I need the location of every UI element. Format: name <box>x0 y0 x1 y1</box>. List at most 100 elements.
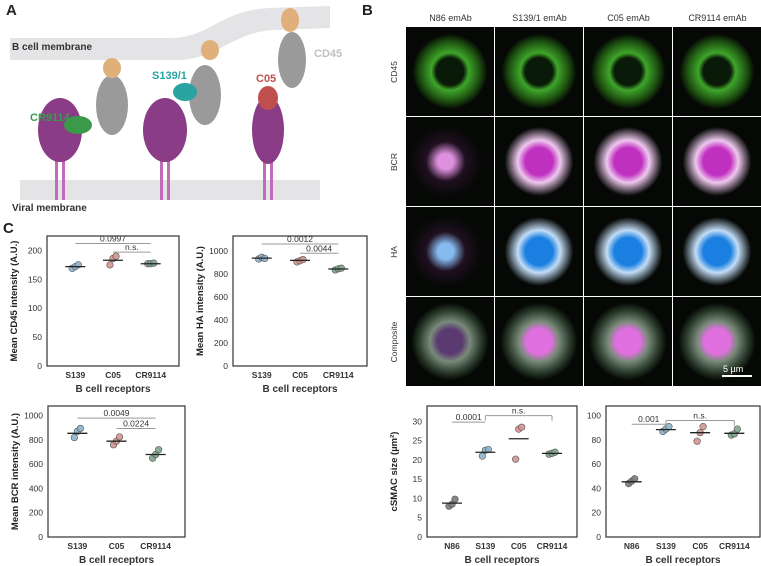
micrograph <box>673 117 761 206</box>
x-tick-label: CR9114 <box>135 370 166 380</box>
b-cell-membrane-band <box>10 6 330 60</box>
ha-heads <box>38 96 284 164</box>
micrograph <box>584 117 672 206</box>
y-tick-label: 400 <box>214 315 228 325</box>
row-header: Composite <box>389 321 399 363</box>
y-tick-label: 20 <box>413 455 423 465</box>
c05-fab <box>258 86 278 110</box>
plot-frame <box>47 405 186 538</box>
viral-membrane-label: Viral membrane <box>12 203 87 214</box>
scale-bar <box>722 375 752 377</box>
micrograph <box>495 27 583 116</box>
bcr-grey <box>96 32 306 135</box>
x-tick-label: CR9114 <box>140 541 171 551</box>
plot-frame <box>46 235 180 367</box>
y-tick-label: 0 <box>37 361 42 371</box>
x-tick-label: CR9114 <box>537 541 568 551</box>
micrograph <box>495 297 583 386</box>
x-tick-label: CR9114 <box>323 370 354 380</box>
data-point <box>551 448 559 456</box>
y-axis-label: Mean CD45 intensity (A.U.) <box>9 241 20 362</box>
data-point <box>512 455 520 463</box>
ha-stalks <box>55 160 273 200</box>
column-header: C05 emAb <box>607 13 650 23</box>
p-value-label: 0.0997 <box>100 234 126 244</box>
data-point <box>70 433 78 442</box>
p-value-label: n.s. <box>693 411 707 421</box>
data-point <box>299 255 307 264</box>
y-tick-label: 800 <box>29 435 43 445</box>
y-tick-label: 200 <box>214 338 228 348</box>
y-tick-label: 200 <box>29 508 43 518</box>
s139-fab <box>173 83 197 101</box>
micrograph <box>495 117 583 206</box>
p-value-label: 0.0001 <box>456 412 482 422</box>
micrograph <box>406 297 494 386</box>
scale-bar-label: 5 µm <box>723 364 744 374</box>
data-point <box>665 423 673 431</box>
cd45-label: CD45 <box>314 48 343 60</box>
x-tick-label: S139 <box>252 370 272 380</box>
scatter-chart: 0 200 400 600 800 1000 S139 C05 CR9114 0.00120.00… <box>195 234 368 395</box>
x-tick-label: S139 <box>475 541 495 551</box>
data-point <box>518 423 526 431</box>
data-point <box>631 475 639 483</box>
micrograph <box>406 27 494 116</box>
y-tick-label: 600 <box>29 459 43 469</box>
x-axis-label: B cell receptors <box>262 384 337 395</box>
data-point <box>76 424 84 433</box>
b-cell-membrane-label: B cell membrane <box>12 42 93 53</box>
y-tick-label: 50 <box>33 332 43 342</box>
column-header: S139/1 emAb <box>512 13 567 23</box>
x-axis-label: B cell receptors <box>464 555 539 566</box>
p-value-label: 0.0224 <box>123 418 149 428</box>
y-tick-label: 30 <box>413 416 423 426</box>
row-header: CD45 <box>389 61 399 83</box>
x-tick-label: CR9114 <box>719 541 750 551</box>
y-tick-label: 5 <box>417 513 422 523</box>
column-header: CR9114 emAb <box>688 13 747 23</box>
row-header: BCR <box>389 153 399 171</box>
y-tick-label: 200 <box>28 245 42 255</box>
data-point <box>106 261 114 269</box>
x-axis-label: B cell receptors <box>645 555 720 566</box>
panel-b-label: B <box>362 2 373 19</box>
x-tick-label: S139 <box>65 370 85 380</box>
micrograph <box>584 27 672 116</box>
y-tick-label: 15 <box>413 474 423 484</box>
y-axis-label: Mean HA intensity (A.U.) <box>195 246 206 356</box>
bcr-tips <box>103 8 299 78</box>
row-header: HA <box>389 246 399 258</box>
x-axis-label: B cell receptors <box>79 555 154 566</box>
micrograph <box>673 27 761 116</box>
c05-label: C05 <box>256 73 277 85</box>
micrograph <box>673 297 761 386</box>
micrograph <box>584 297 672 386</box>
y-tick-label: 600 <box>214 292 228 302</box>
y-tick-label: 800 <box>214 269 228 279</box>
panel-c-label: C <box>3 220 14 237</box>
micrograph <box>673 207 761 296</box>
y-tick-label: 1000 <box>24 411 43 421</box>
x-tick-label: C05 <box>292 370 308 380</box>
data-point <box>693 437 701 445</box>
data-point <box>337 264 345 272</box>
x-tick-label: C05 <box>109 541 125 551</box>
y-tick-label: 60 <box>592 459 602 469</box>
y-axis-label: cSMAC size (µm²) <box>389 432 400 512</box>
x-axis-label: B cell receptors <box>75 384 150 395</box>
cr9114-fab <box>64 116 92 134</box>
data-point <box>733 425 741 433</box>
column-header: N86 emAb <box>429 13 472 23</box>
scatter-chart: 0 200 400 600 800 1000 S139 C05 CR9114 0.00490.02… <box>10 405 186 566</box>
x-tick-label: C05 <box>105 370 121 380</box>
y-tick-label: 20 <box>592 508 602 518</box>
y-tick-label: 1000 <box>209 246 228 256</box>
x-tick-label: S139 <box>656 541 676 551</box>
x-tick-label: N86 <box>624 541 640 551</box>
cr9114-label: CR9114 <box>30 112 70 124</box>
plot-frame <box>232 235 368 367</box>
y-tick-label: 25 <box>413 436 423 446</box>
x-tick-label: S139 <box>67 541 87 551</box>
